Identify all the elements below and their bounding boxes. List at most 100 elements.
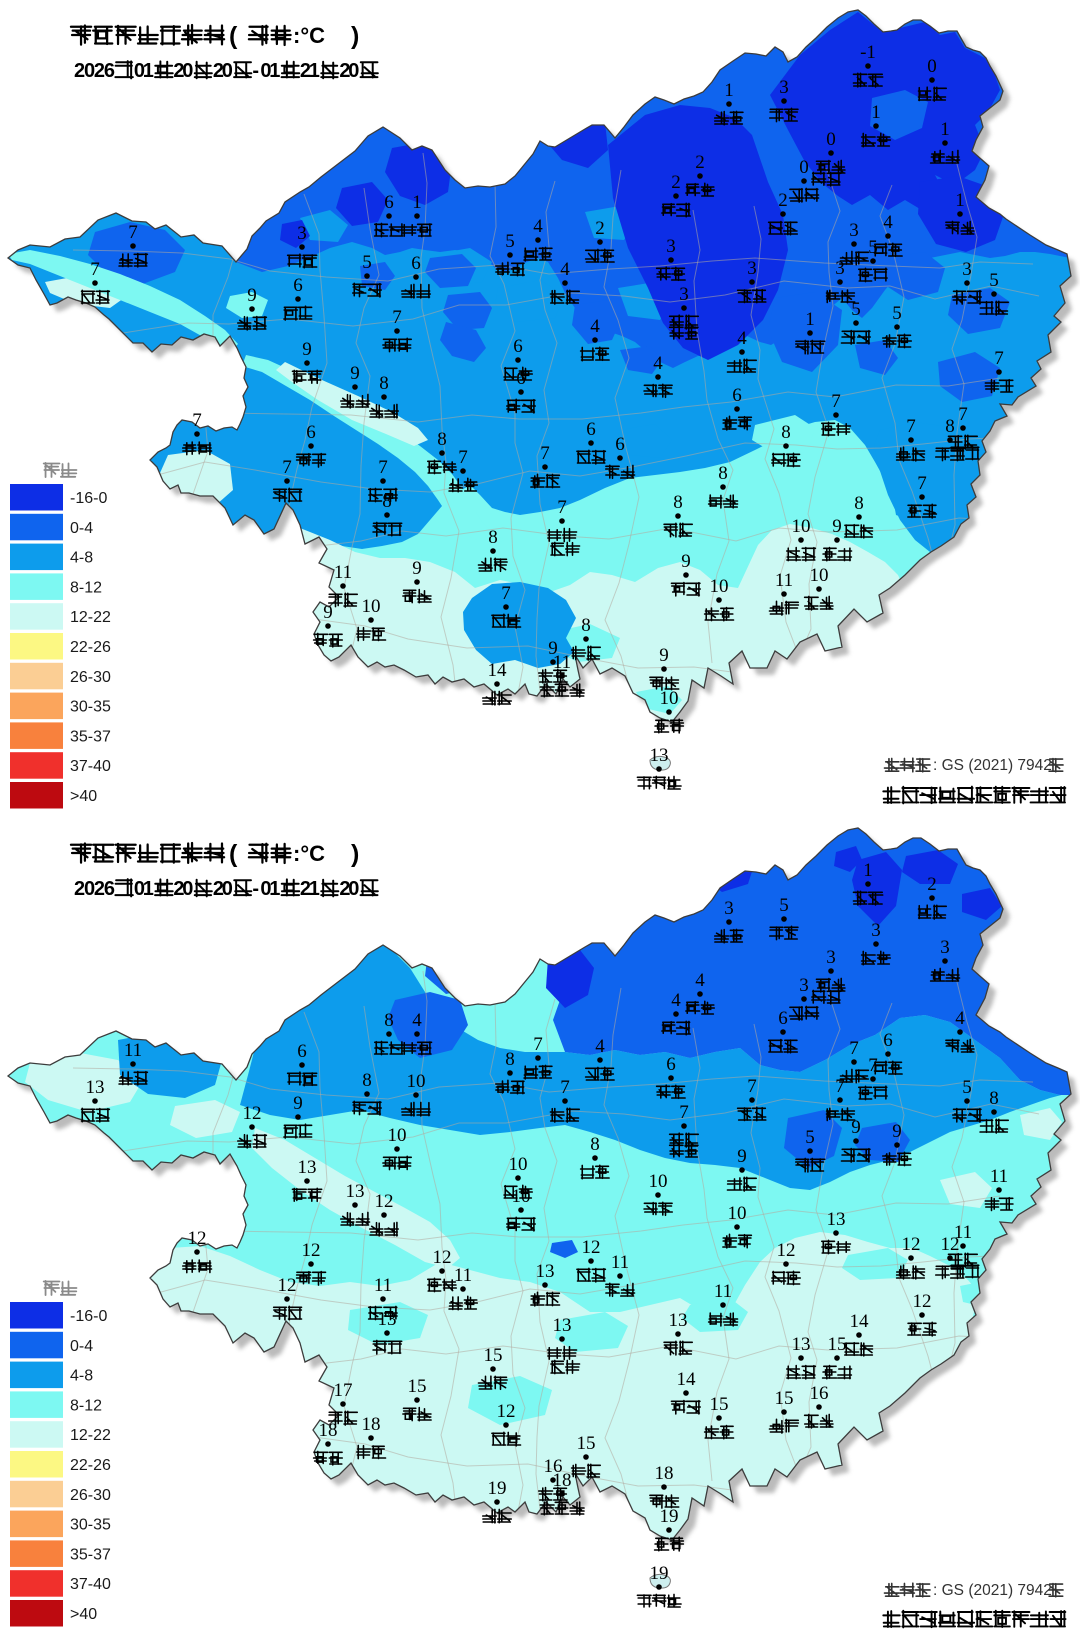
svg-text:(: ( — [229, 840, 238, 868]
svg-text:7: 7 — [994, 348, 1004, 369]
svg-text:4: 4 — [533, 216, 543, 237]
svg-text:): ) — [351, 840, 359, 868]
svg-text:4: 4 — [883, 212, 893, 233]
svg-text:4: 4 — [560, 259, 570, 280]
svg-text:9: 9 — [247, 285, 257, 306]
svg-text:8: 8 — [379, 373, 389, 394]
svg-text:11: 11 — [374, 1275, 392, 1296]
svg-text:12: 12 — [188, 1228, 207, 1249]
svg-text:8: 8 — [945, 416, 955, 437]
svg-text:9: 9 — [681, 551, 691, 572]
svg-text:13: 13 — [378, 1309, 397, 1330]
svg-text:10: 10 — [792, 516, 811, 537]
svg-text:13: 13 — [298, 1157, 317, 1178]
svg-text:7: 7 — [831, 391, 841, 412]
svg-text:12: 12 — [243, 1103, 262, 1124]
svg-text:3: 3 — [962, 259, 972, 280]
svg-text:9: 9 — [548, 638, 558, 659]
svg-text:12: 12 — [302, 1240, 321, 1261]
svg-text:10: 10 — [388, 1125, 407, 1146]
svg-text:-: - — [252, 878, 259, 900]
svg-text:7: 7 — [557, 497, 567, 518]
svg-text:1: 1 — [955, 190, 965, 211]
svg-text:16: 16 — [810, 1383, 829, 1404]
svg-text:10: 10 — [710, 576, 729, 597]
svg-text:4: 4 — [590, 316, 600, 337]
svg-text:11: 11 — [611, 1252, 629, 1273]
svg-text:2: 2 — [695, 152, 705, 173]
svg-text:9: 9 — [302, 339, 312, 360]
svg-text:0-4: 0-4 — [70, 1338, 93, 1355]
svg-text:3: 3 — [871, 920, 881, 941]
svg-text:18: 18 — [362, 1414, 381, 1435]
svg-text:-16-0: -16-0 — [70, 490, 107, 507]
svg-text:9: 9 — [737, 1146, 747, 1167]
svg-text:6: 6 — [293, 275, 303, 296]
svg-text:3: 3 — [666, 236, 676, 257]
svg-text:5: 5 — [362, 252, 372, 273]
svg-text:21: 21 — [300, 60, 320, 82]
svg-text:12: 12 — [497, 1401, 516, 1422]
svg-text:2: 2 — [778, 190, 788, 211]
svg-text:18: 18 — [655, 1463, 674, 1484]
svg-text:7: 7 — [392, 307, 402, 328]
svg-text:5: 5 — [805, 1127, 815, 1148]
svg-text:0: 0 — [826, 129, 836, 150]
svg-text:2026: 2026 — [74, 878, 115, 900]
svg-text:30-35: 30-35 — [70, 1517, 111, 1534]
svg-text:15: 15 — [775, 1388, 794, 1409]
svg-text:5: 5 — [892, 303, 902, 324]
svg-text:10: 10 — [810, 565, 829, 586]
svg-text:13: 13 — [650, 745, 669, 766]
svg-text:2: 2 — [595, 218, 605, 239]
svg-text:20: 20 — [213, 878, 233, 900]
svg-text:5: 5 — [505, 231, 515, 252]
svg-text:-16-0: -16-0 — [70, 1308, 107, 1325]
svg-text:7: 7 — [868, 1055, 878, 1076]
svg-text:3: 3 — [747, 258, 757, 279]
svg-text:8: 8 — [718, 463, 728, 484]
svg-text:14: 14 — [488, 660, 508, 681]
svg-text::°C: :°C — [293, 23, 325, 48]
svg-text:7: 7 — [917, 473, 927, 494]
svg-text:6: 6 — [306, 422, 316, 443]
svg-text:4: 4 — [695, 970, 705, 991]
svg-text:6: 6 — [778, 1008, 788, 1029]
svg-text:4: 4 — [737, 328, 747, 349]
svg-text:01: 01 — [134, 878, 154, 900]
svg-text:7: 7 — [747, 1076, 757, 1097]
svg-text:12-22: 12-22 — [70, 609, 111, 626]
svg-text:11: 11 — [714, 1281, 732, 1302]
svg-text:18: 18 — [319, 1420, 338, 1441]
svg-text:2026: 2026 — [74, 60, 115, 82]
svg-text:10: 10 — [660, 688, 679, 709]
svg-text:1: 1 — [805, 309, 815, 330]
svg-text:7: 7 — [192, 410, 202, 431]
svg-text:-1: -1 — [860, 42, 876, 63]
svg-text:1: 1 — [863, 860, 873, 881]
svg-text:37-40: 37-40 — [70, 758, 111, 775]
svg-text:19: 19 — [488, 1478, 507, 1499]
svg-text:3: 3 — [835, 258, 845, 279]
svg-text:5: 5 — [989, 270, 999, 291]
svg-text:2: 2 — [927, 874, 937, 895]
svg-text:22-26: 22-26 — [70, 639, 111, 656]
svg-text:13: 13 — [86, 1077, 105, 1098]
svg-text:0: 0 — [927, 56, 937, 77]
svg-text:4-8: 4-8 — [70, 1368, 93, 1385]
svg-text:12: 12 — [433, 1247, 452, 1268]
svg-text:12: 12 — [913, 1291, 932, 1312]
svg-text:6: 6 — [513, 336, 523, 357]
svg-text:): ) — [351, 22, 359, 50]
svg-text:8-12: 8-12 — [70, 1397, 102, 1414]
svg-text:1: 1 — [724, 80, 734, 101]
svg-text:7: 7 — [501, 583, 511, 604]
svg-text:15: 15 — [828, 1334, 847, 1355]
svg-text:10: 10 — [509, 1154, 528, 1175]
svg-text:4: 4 — [671, 990, 681, 1011]
svg-text:7: 7 — [540, 443, 550, 464]
svg-text:11: 11 — [553, 652, 571, 673]
svg-text:8-12: 8-12 — [70, 579, 102, 596]
svg-text:21: 21 — [300, 878, 320, 900]
svg-text:7: 7 — [90, 259, 100, 280]
